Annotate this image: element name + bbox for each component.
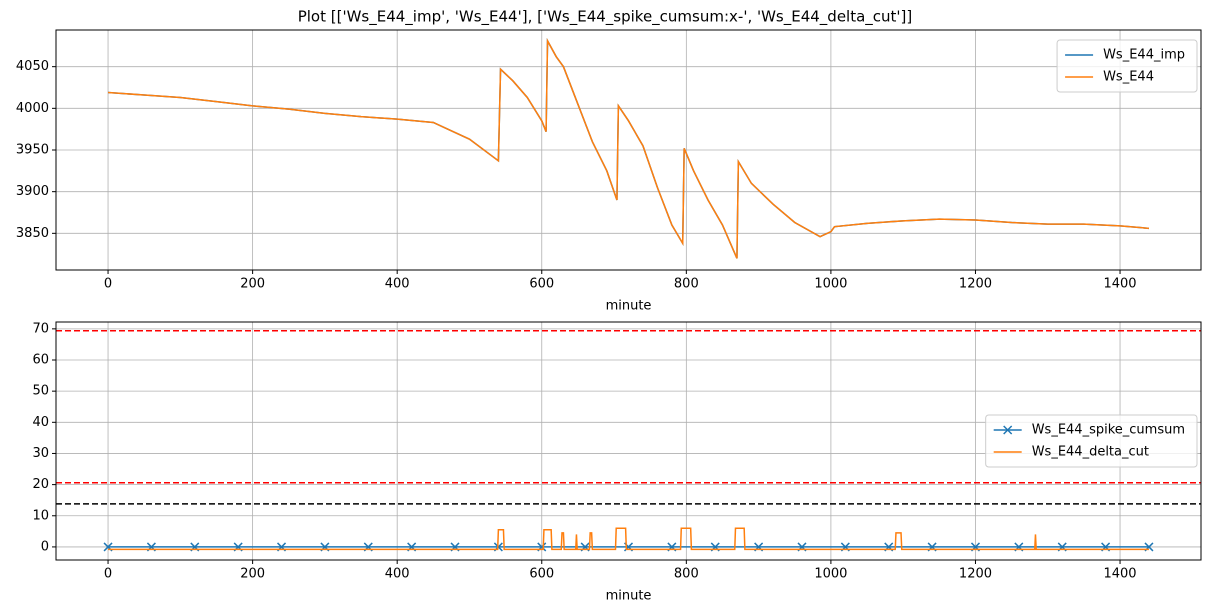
x-tick-label: 0: [104, 567, 112, 582]
y-tick-label: 50: [32, 384, 49, 399]
y-tick-label: 60: [32, 353, 49, 368]
x-tick-label: 400: [385, 277, 410, 292]
x-tick-label: 800: [674, 277, 699, 292]
legend-label: Ws_E44_spike_cumsum: [1032, 423, 1185, 438]
y-tick-label: 70: [32, 321, 49, 336]
x-tick-label: 600: [529, 567, 554, 582]
axes-frame: [55, 321, 1202, 561]
x-tick-label: 1200: [959, 277, 992, 292]
axes-frame: [55, 29, 1202, 271]
x-tick-label: 1000: [814, 277, 847, 292]
legend-label: Ws_E44_imp: [1103, 48, 1185, 63]
x-axis-label: minute: [606, 589, 652, 604]
y-tick-label: 0: [41, 539, 49, 554]
plot-area: [103, 527, 1154, 552]
series-line: [108, 527, 1149, 551]
x-axis-label: minute: [606, 299, 652, 314]
y-tick-label: 40: [32, 415, 49, 430]
y-tick-label: 4000: [16, 101, 49, 116]
legend: Ws_E44_imp Ws_E44: [1056, 39, 1198, 93]
series-line: [107, 37, 1150, 259]
x-tick-label: 1000: [814, 567, 847, 582]
x-tick-label: 600: [529, 277, 554, 292]
x-tick-label: 200: [240, 277, 265, 292]
y-tick-label: 3850: [16, 226, 49, 241]
x-tick-label: 200: [240, 567, 265, 582]
legend-marker: [1003, 425, 1013, 435]
y-tick-label: 3950: [16, 143, 49, 158]
legend-box: [1056, 39, 1198, 93]
plot-area: [107, 37, 1150, 259]
y-tick-label: 3900: [16, 184, 49, 199]
legend-box: [985, 414, 1198, 468]
y-tick-label: 10: [32, 508, 49, 523]
x-tick-label: 800: [674, 567, 699, 582]
figure-title: Plot [['Ws_E44_imp', 'Ws_E44'], ['Ws_E44…: [298, 8, 913, 27]
y-tick-label: 4050: [16, 59, 49, 74]
x-tick-label: 1400: [1103, 567, 1136, 582]
legend-label: Ws_E44_delta_cut: [1032, 445, 1149, 460]
y-tick-label: 20: [32, 477, 49, 492]
x-tick-label: 1200: [959, 567, 992, 582]
legend-label: Ws_E44: [1103, 70, 1154, 85]
x-tick-label: 0: [104, 277, 112, 292]
x-tick-label: 400: [385, 567, 410, 582]
y-tick-label: 30: [32, 446, 49, 461]
x-tick-label: 1400: [1103, 277, 1136, 292]
legend: Ws_E44_spike_cumsum Ws_E44_delta_cut: [985, 414, 1198, 468]
